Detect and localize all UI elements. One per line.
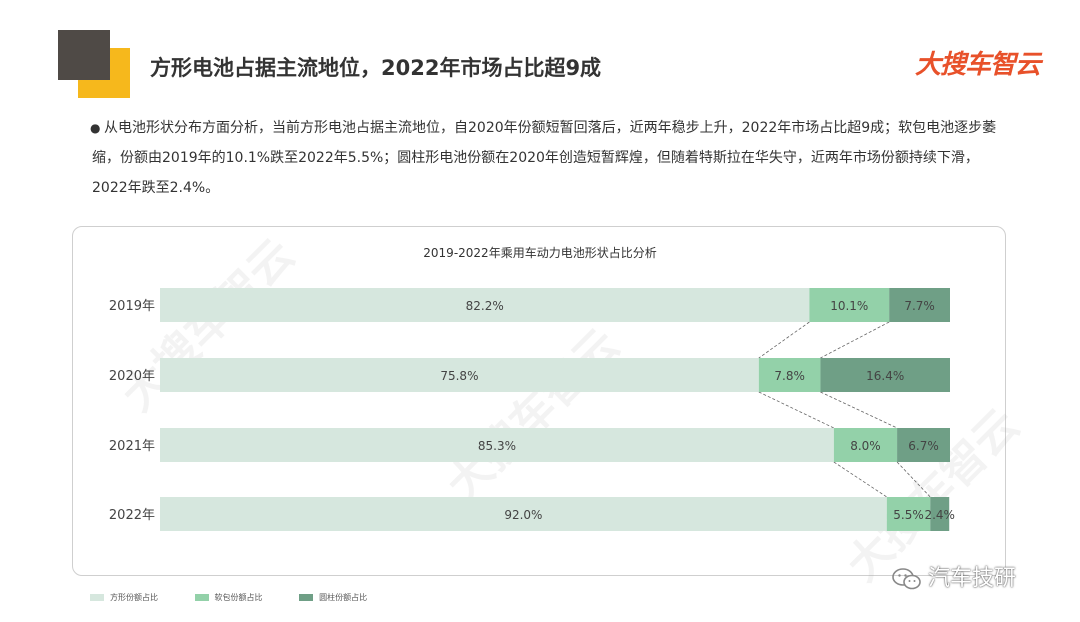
category-label: 2020年 xyxy=(109,369,155,384)
data-label: 7.7% xyxy=(904,299,935,313)
bar-segment xyxy=(160,428,834,462)
category-label: 2019年 xyxy=(109,299,155,314)
summary-paragraph: ● 从电池形状分布方面分析，当前方形电池占据主流地位，自2020年份额短暂回落后… xyxy=(90,113,1007,203)
legend-swatch-cylinder xyxy=(299,594,314,601)
connector-line xyxy=(896,461,931,498)
data-label: 85.3% xyxy=(478,439,516,453)
data-label: 5.5% xyxy=(893,508,924,522)
bar-segment xyxy=(930,497,950,531)
connector-line xyxy=(758,391,835,429)
chart-legend: 方形份额占比 软包份额占比 圆柱份额占比 xyxy=(90,592,401,603)
category-label: 2021年 xyxy=(109,439,155,454)
bar-segment xyxy=(820,358,950,392)
connector-line xyxy=(833,461,888,498)
wechat-account-name: 汽车技研 xyxy=(928,566,1017,591)
bar-segment xyxy=(758,358,821,392)
data-label: 10.1% xyxy=(830,299,868,313)
wechat-watermark: 汽车技研 xyxy=(892,560,1016,592)
category-label: 2022年 xyxy=(109,508,155,523)
legend-label-pouch: 软包份额占比 xyxy=(214,593,263,602)
bar-segment xyxy=(889,288,950,322)
connector-line xyxy=(820,391,898,429)
data-label: 16.4% xyxy=(866,369,904,383)
legend-label-cylinder: 圆柱份额占比 xyxy=(319,593,368,602)
data-label: 7.8% xyxy=(774,369,805,383)
legend-item-pouch: 软包份额占比 xyxy=(194,592,263,603)
bar-segment xyxy=(886,497,931,531)
bar-segment xyxy=(833,428,898,462)
connector-line xyxy=(758,321,810,359)
wechat-icon xyxy=(892,568,921,590)
legend-item-cylinder: 圆柱份额占比 xyxy=(299,592,367,603)
data-label: 92.0% xyxy=(504,508,542,522)
bullet-icon: ● xyxy=(90,121,101,135)
chart-title: 2019-2022年乘用车动力电池形状占比分析 xyxy=(423,245,656,260)
bar-segment xyxy=(809,288,890,322)
legend-swatch-square xyxy=(90,594,104,601)
brand-logo: 大搜车智云 xyxy=(914,50,1041,80)
data-label: 6.7% xyxy=(908,439,939,453)
data-label: 2.4% xyxy=(924,508,955,522)
page-title: 方形电池占据主流地位，2022年市场占比超9成 xyxy=(150,56,602,80)
chart-frame xyxy=(72,226,1006,576)
decorative-gray-square xyxy=(58,30,110,80)
connector-line xyxy=(820,321,890,359)
summary-text: 从电池形状分布方面分析，当前方形电池占据主流地位，自2020年份额短暂回落后，近… xyxy=(92,120,997,196)
legend-swatch-pouch xyxy=(194,594,209,601)
legend-item-square: 方形份额占比 xyxy=(90,592,158,603)
data-label: 8.0% xyxy=(850,439,881,453)
legend-label-square: 方形份额占比 xyxy=(110,593,158,602)
bar-segment xyxy=(160,358,759,392)
bar-segment xyxy=(160,288,810,322)
bar-segment xyxy=(160,497,887,531)
bar-segment xyxy=(897,428,950,462)
data-label: 82.2% xyxy=(466,299,504,313)
data-label: 75.8% xyxy=(440,369,478,383)
